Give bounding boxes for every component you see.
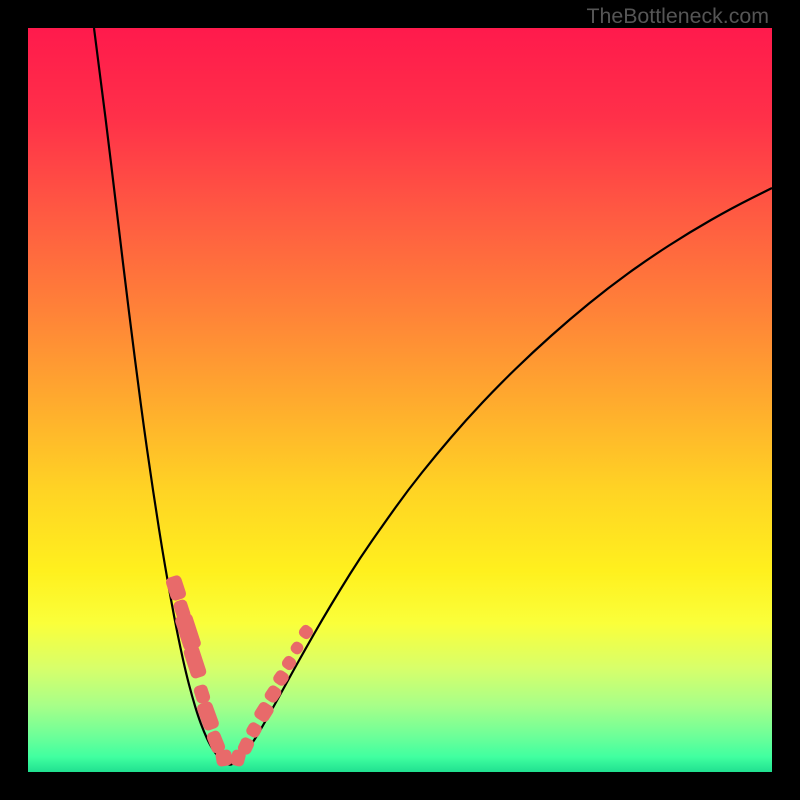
marker-left-4 bbox=[193, 683, 212, 704]
marker-right-5 bbox=[271, 668, 290, 687]
chart-overlay-svg bbox=[28, 28, 772, 772]
marker-right-6 bbox=[280, 654, 298, 672]
curve-right bbox=[230, 188, 772, 765]
marker-left-0 bbox=[165, 574, 188, 602]
marker-right-4 bbox=[263, 683, 284, 704]
marker-right-3 bbox=[252, 700, 275, 724]
figure-root: TheBottleneck.com bbox=[0, 0, 800, 800]
watermark-text: TheBottleneck.com bbox=[586, 4, 769, 29]
plot-area bbox=[28, 28, 772, 772]
marker-left-5 bbox=[196, 700, 221, 732]
curve-left bbox=[94, 28, 230, 765]
marker-right-2 bbox=[244, 720, 263, 739]
